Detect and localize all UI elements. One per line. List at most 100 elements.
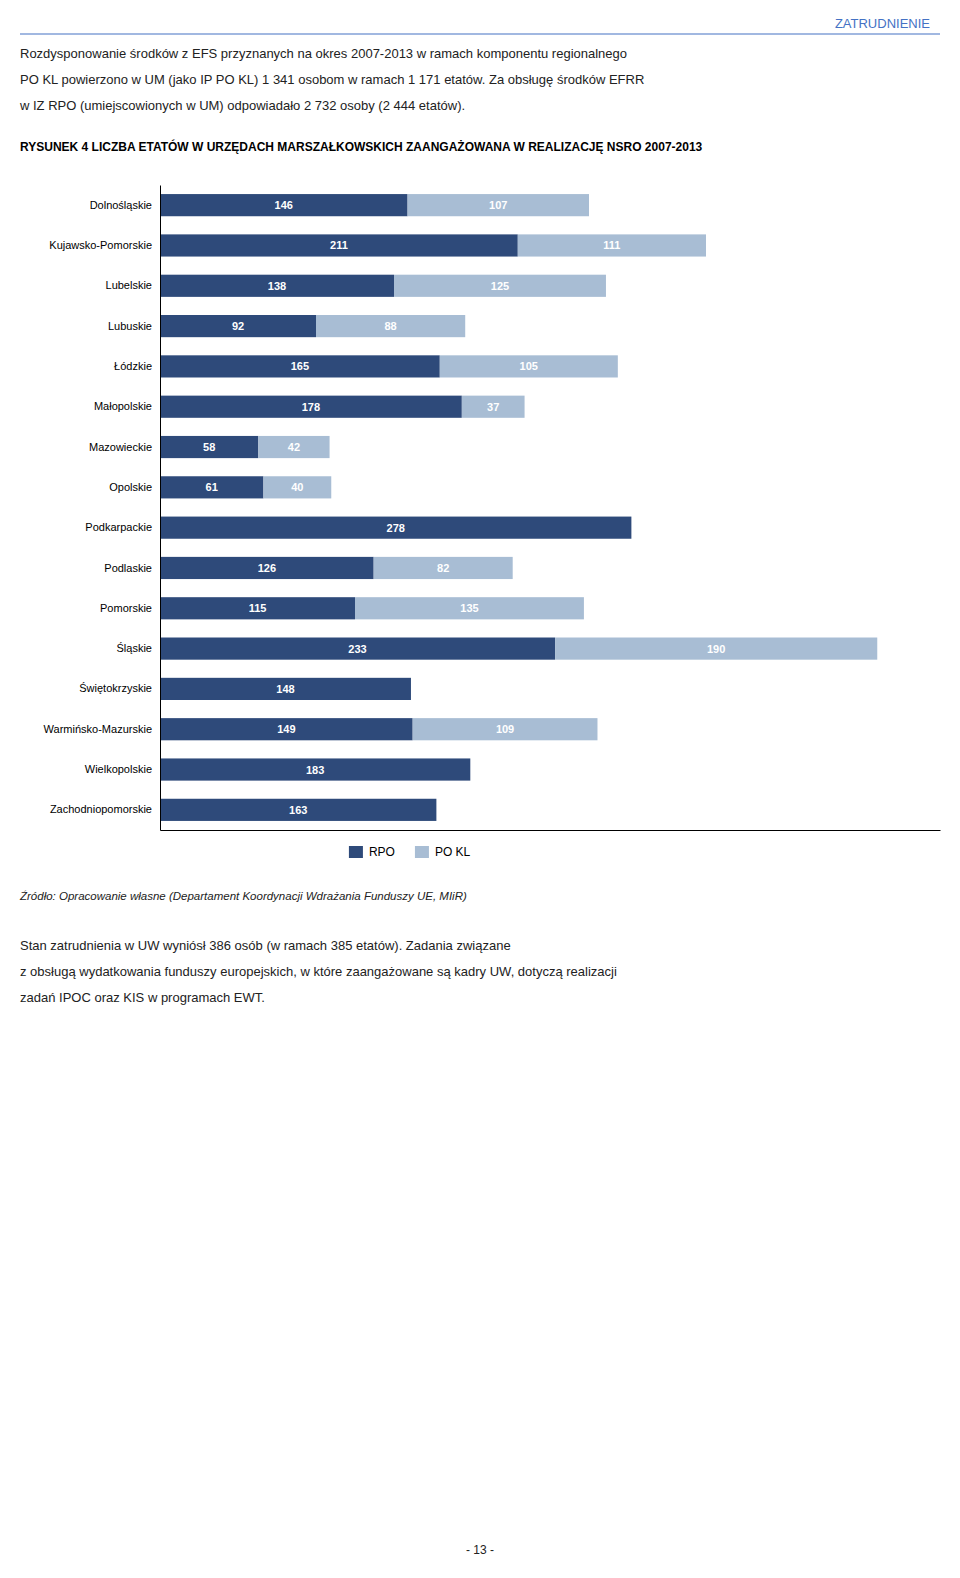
bar [160,557,374,579]
data-label: 148 [276,683,294,695]
tick-label: Kujawsko-Pomorskie [49,239,152,251]
data-label: 42 [288,441,300,453]
data-label: 40 [291,481,303,493]
tick: Wielkopolskie [85,763,152,775]
data-label: 278 [387,522,405,534]
axis-line [160,186,161,831]
bar [160,396,462,418]
paragraph-line: w IZ RPO (umiejscowionych w UM) odpowiad… [19,98,465,113]
bar [160,799,436,821]
x-axis [161,830,941,831]
bars [160,194,877,821]
tick-label: Pomorskie [100,602,152,614]
bar [160,758,470,780]
paragraph-line: Stan zatrudnienia w UW wyniósł 386 osób … [20,938,511,953]
tick: Opolskie [109,481,152,493]
paragraph-line: z obsługą wydatkowania funduszy europejs… [20,964,617,979]
data-label: 111 [603,239,620,251]
bar [160,678,411,700]
header: ZATRUDNIENIE [835,16,930,31]
page-number: - 13 - [466,1543,494,1557]
tick: Warmińsko-Mazurskie [44,723,152,735]
data-label: 149 [277,723,295,735]
data-label: 190 [707,643,725,655]
data-label: 107 [489,199,507,211]
bar [160,275,394,297]
bar [160,638,555,660]
bar [160,436,258,458]
bar [410,678,411,700]
bar [160,234,518,256]
tick: Świętokrzyskie [79,682,152,694]
bar [470,758,471,780]
bar [316,315,465,337]
bar [160,315,316,337]
tick-label: Podlaskie [104,561,152,573]
data-label: 126 [258,562,276,574]
y-axis: Dolnośląskie Kujawsko-Pomorskie Lubelskie L… [44,186,161,831]
data-label: 109 [496,723,514,735]
tick-label: Opolskie [109,481,152,493]
tick: Kujawsko-Pomorskie [49,239,152,251]
tick: Małopolskie [94,400,152,412]
bar [160,597,355,619]
paragraph-line: PO KL powierzono w UM (jako IP PO KL) 1 … [20,72,644,87]
bar [413,718,598,740]
tick: Podlaskie [104,561,152,573]
bar [394,275,606,297]
data-label: 61 [206,481,218,493]
tick-label: Lubuskie [108,320,152,332]
data-label: 92 [232,320,244,332]
data-label: 88 [384,320,396,332]
data-label: 138 [268,280,286,292]
legend-item: PO KL [415,845,471,859]
bar [355,597,584,619]
tick-label: Świętokrzyskie [79,682,152,694]
legend-label: PO KL [435,845,471,859]
header-rule [20,33,940,34]
chart-title: RYSUNEK 4 LICZBA ETATÓW W URZĘDACH MARSZ… [20,139,703,154]
data-label: 58 [203,441,215,453]
tick-label: Mazowieckie [89,441,152,453]
data-label: 105 [520,360,538,372]
tick-label: Zachodniopomorskie [50,803,152,815]
tick: Podkarpackie [85,521,152,533]
tick: Mazowieckie [89,441,152,453]
bar [160,517,631,539]
data-label: 82 [437,562,449,574]
bar [436,799,437,821]
legend: RPO PO KL [349,845,471,859]
bar [258,436,329,458]
tick: Dolnośląskie [90,199,152,211]
data-labels: 1462111389216517858612781261152331481491… [203,199,725,816]
tick: Pomorskie [100,602,152,614]
bar [160,355,440,377]
bar [263,476,331,498]
tick-label: Łódzkie [114,360,152,372]
axis-line [161,830,941,831]
data-label: 233 [348,643,366,655]
bar [374,557,513,579]
bar [160,718,413,740]
tick-label: Małopolskie [94,400,152,412]
data-label: 115 [249,602,267,614]
bar [518,234,706,256]
bar [160,476,263,498]
paragraph-line: zadań IPOC oraz KIS w programach EWT. [20,990,265,1005]
page: ZATRUDNIENIERozdysponowanie środków z EF… [0,0,960,1578]
tick-label: Śląskie [117,642,152,654]
bar [408,194,589,216]
data-label: 37 [487,401,499,413]
data-label: 178 [302,401,320,413]
tick: Lubelskie [106,279,152,291]
tick-label: Dolnośląskie [90,199,152,211]
tick-label: Warmińsko-Mazurskie [44,723,152,735]
tick: Śląskie [117,642,152,654]
tick-label: Wielkopolskie [85,763,152,775]
data-label: 165 [291,360,309,372]
bar [555,638,877,660]
legend-item: RPO [349,845,395,859]
legend-swatch [415,846,429,858]
legend-swatch [349,846,363,858]
bar [160,194,408,216]
